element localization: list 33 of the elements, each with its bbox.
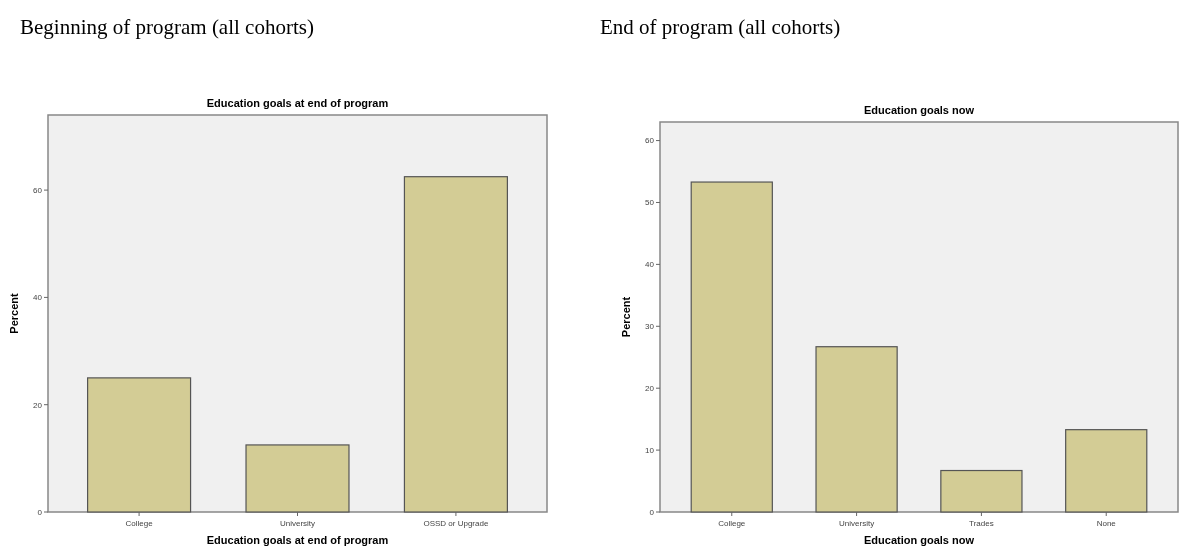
- bar: [403, 176, 508, 513]
- x-tick-label: University: [279, 519, 316, 528]
- y-tick-label: 0: [37, 507, 43, 517]
- bar: [815, 346, 898, 513]
- chart-title: Beginning of program (all cohorts): [20, 15, 314, 39]
- y-tick-label: 40: [33, 293, 43, 303]
- x-tick-label: College: [718, 519, 746, 528]
- x-tick-label: None: [1096, 519, 1117, 528]
- y-tick-label: 0: [649, 507, 655, 517]
- bar: [245, 444, 350, 513]
- y-tick-label: 20: [33, 400, 43, 410]
- x-axis-title: Education goals now: [863, 534, 975, 546]
- y-tick-label: 10: [645, 445, 655, 455]
- bar: [1065, 429, 1148, 513]
- y-tick-label: 60: [645, 136, 655, 146]
- x-tick-label: OSSD or Upgrade: [423, 519, 489, 528]
- x-axis-title: Education goals at end of program: [206, 534, 389, 546]
- y-tick-label: 30: [645, 322, 655, 332]
- y-axis-title: Percent: [8, 292, 20, 334]
- chart-subtitle: Education goals at end of program: [206, 97, 389, 109]
- y-tick-label: 60: [33, 185, 43, 195]
- y-axis-title: Percent: [620, 296, 632, 338]
- y-tick-label: 50: [645, 198, 655, 208]
- bar: [690, 181, 773, 513]
- chart-subtitle: Education goals now: [863, 104, 975, 116]
- y-tick-label: 20: [645, 383, 655, 393]
- bar: [87, 377, 192, 513]
- chart-title: End of program (all cohorts): [600, 15, 841, 39]
- bar: [940, 469, 1023, 513]
- x-tick-label: University: [839, 519, 875, 528]
- x-tick-label: College: [125, 519, 154, 528]
- y-tick-label: 40: [645, 260, 655, 270]
- x-tick-label: Trades: [969, 519, 994, 528]
